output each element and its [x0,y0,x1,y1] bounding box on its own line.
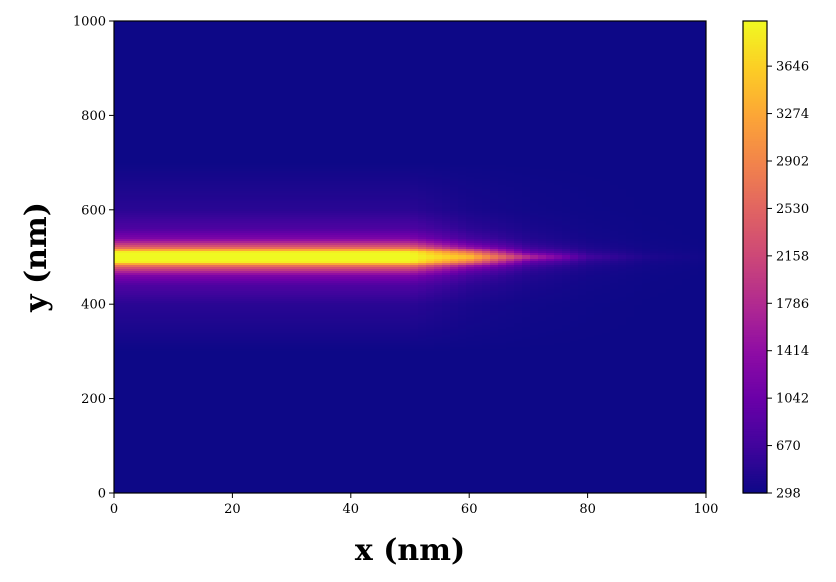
plot-area [114,21,707,494]
